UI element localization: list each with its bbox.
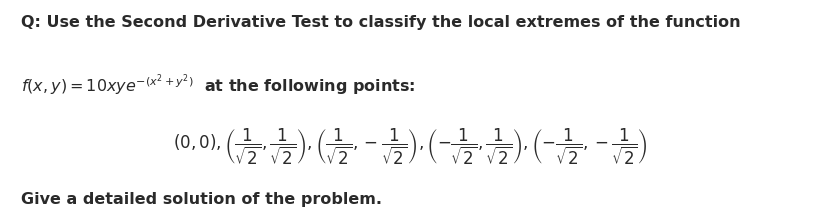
Text: $(0, 0), \left(\dfrac{1}{\sqrt{2}}, \dfrac{1}{\sqrt{2}}\right), \left(\dfrac{1}{: $(0, 0), \left(\dfrac{1}{\sqrt{2}}, \dfr… xyxy=(173,126,648,167)
Text: Give a detailed solution of the problem.: Give a detailed solution of the problem. xyxy=(21,192,382,207)
Text: Q: Use the Second Derivative Test to classify the local extremes of the function: Q: Use the Second Derivative Test to cla… xyxy=(21,15,741,30)
Text: $f(x, y) = 10xye^{-(x^2+y^2)}$  at the following points:: $f(x, y) = 10xye^{-(x^2+y^2)}$ at the fo… xyxy=(21,72,415,98)
